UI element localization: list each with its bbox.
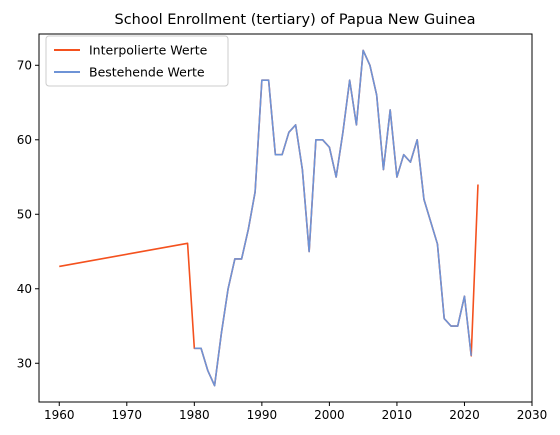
y-tick-label: 70 xyxy=(17,58,32,72)
x-tick-label: 1980 xyxy=(179,408,210,422)
x-tick-label: 1960 xyxy=(44,408,75,422)
x-tick-label: 1990 xyxy=(247,408,278,422)
y-tick-label: 60 xyxy=(17,133,32,147)
y-tick-label: 40 xyxy=(17,282,32,296)
x-tick-label: 2020 xyxy=(449,408,480,422)
legend-label-existing: Bestehende Werte xyxy=(89,65,205,80)
x-tick-label: 2030 xyxy=(517,408,548,422)
y-tick-label: 50 xyxy=(17,207,32,221)
x-tick-label: 2010 xyxy=(382,408,413,422)
series-line-1 xyxy=(194,49,473,387)
series-line-0 xyxy=(59,49,479,387)
y-tick-label: 30 xyxy=(17,356,32,370)
x-tick-label: 1970 xyxy=(112,408,143,422)
x-tick-label: 2000 xyxy=(314,408,345,422)
legend: Interpolierte Werte Bestehende Werte xyxy=(45,35,229,87)
chart-title: School Enrollment (tertiary) of Papua Ne… xyxy=(115,12,476,28)
plot-area: 1960 1970 1980 1990 2000 2010 2020 2030 30 40 50 60… xyxy=(17,33,548,422)
axes-frame xyxy=(38,33,533,403)
legend-label-interpolated: Interpolierte Werte xyxy=(89,43,208,58)
legend-box xyxy=(45,35,229,87)
